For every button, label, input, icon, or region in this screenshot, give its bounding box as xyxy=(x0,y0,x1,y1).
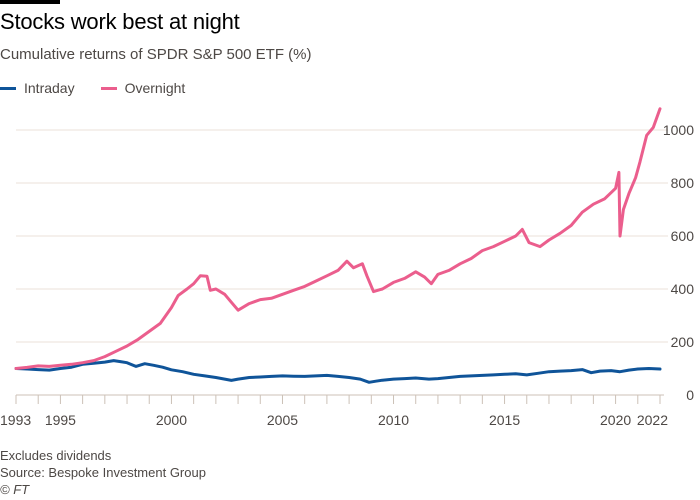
series-line-intraday xyxy=(14,359,662,384)
legend-swatch-overnight xyxy=(100,86,117,90)
x-tick-label: 2010 xyxy=(378,412,409,428)
y-tick-label: 600 xyxy=(671,228,695,244)
copyright: © FT xyxy=(0,482,30,497)
source-note: Source: Bespoke Investment Group xyxy=(0,465,206,480)
ft-brand-bar xyxy=(0,0,60,4)
legend: Intraday Overnight xyxy=(0,80,211,96)
gridlines xyxy=(16,129,668,343)
chart-title: Stocks work best at night xyxy=(0,9,240,34)
series-line-overnight xyxy=(14,107,662,370)
x-tick-label: 2020 xyxy=(600,412,631,428)
legend-label-overnight: Overnight xyxy=(124,80,186,96)
legend-item-intraday: Intraday xyxy=(0,80,75,96)
y-tick-label: 200 xyxy=(671,334,695,350)
x-tick-label: 2022 xyxy=(637,412,668,428)
chart-subtitle: Cumulative returns of SPDR S&P 500 ETF (… xyxy=(0,46,312,63)
y-tick-label: 800 xyxy=(671,175,695,191)
legend-swatch-intraday xyxy=(0,86,16,90)
y-tick-label: 1000 xyxy=(663,122,694,138)
x-tick-label: 2015 xyxy=(489,412,520,428)
series-lines xyxy=(14,107,662,384)
footnote: Excludes dividends xyxy=(0,448,112,463)
legend-label-intraday: Intraday xyxy=(24,80,75,96)
x-tick-label: 1995 xyxy=(45,412,76,428)
x-tick-label: 2000 xyxy=(156,412,187,428)
y-axis: 0 200 400 600 800 1000 xyxy=(663,122,694,403)
x-tick-label: 1993 xyxy=(0,412,31,428)
y-tick-label: 0 xyxy=(686,387,694,403)
x-tick-label: 2005 xyxy=(267,412,298,428)
legend-item-overnight: Overnight xyxy=(100,80,186,96)
y-tick-label: 400 xyxy=(671,281,695,297)
x-axis: 1993 1995 2000 2005 2010 2015 2020 2022 xyxy=(0,394,668,428)
